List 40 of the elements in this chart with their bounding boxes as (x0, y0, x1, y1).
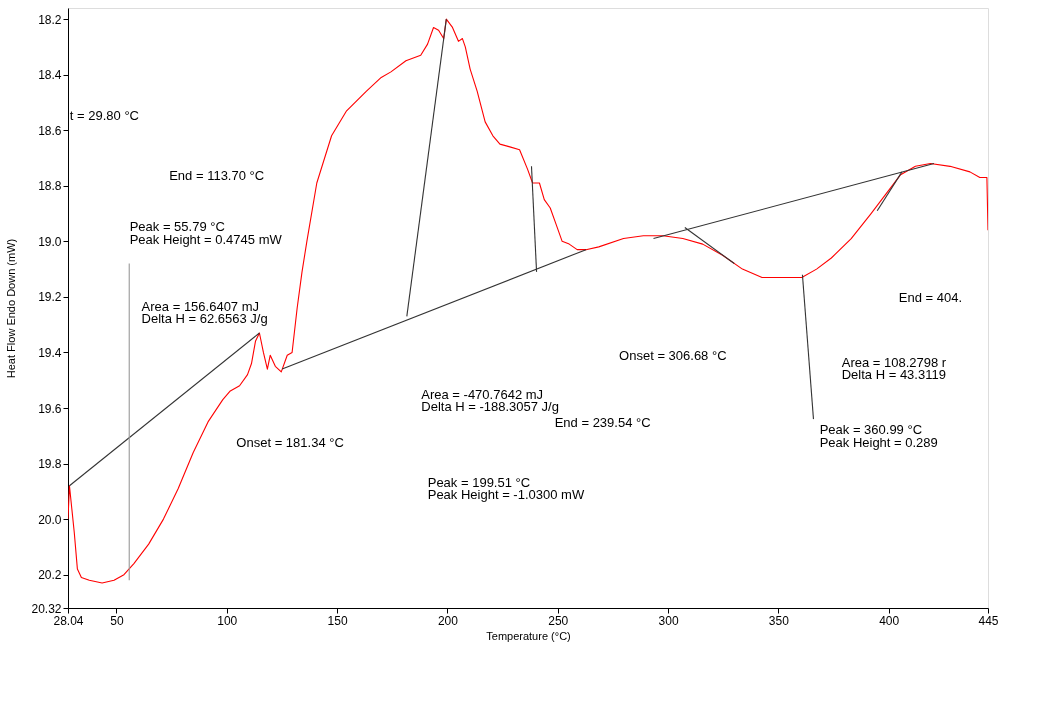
y-tick-label: 20.2 (38, 568, 62, 583)
x-tick-label: 250 (548, 613, 569, 628)
annotation: Onset = 181.34 °C (236, 435, 344, 450)
annotation: Peak Height = 0.4745 mW (129, 231, 283, 247)
annotation: End = 404. (898, 290, 963, 306)
x-tick-label: 100 (217, 613, 238, 628)
x-tick-label: 28.04 (53, 613, 84, 628)
y-tick-label: 19.8 (38, 457, 62, 472)
x-tick-label: 445 (978, 613, 999, 628)
x-tick-label: 300 (658, 613, 679, 628)
annotation: Onset = 306.68 °C (619, 348, 727, 363)
y-tick-label: 18.2 (38, 12, 62, 27)
x-tick-label: 350 (768, 613, 790, 628)
annotation: Delta H = -188.3057 J/g (421, 399, 559, 414)
y-tick-label: 19.2 (38, 290, 62, 305)
annotation: End = 239.54 °C (554, 415, 651, 431)
x-tick-label: 200 (437, 613, 459, 628)
annotation: t = 29.80 °C (69, 108, 140, 123)
x-tick-label: 400 (879, 613, 900, 628)
x-tick-label: 50 (110, 613, 124, 628)
y-tick-label: 18.4 (38, 68, 62, 83)
y-tick-label: 18.6 (38, 123, 62, 138)
annotation: Area = 156.6407 mJ (141, 298, 260, 314)
annotation: Peak = 360.99 °C (819, 422, 923, 438)
y-axis-title: Heat Flow Endo Down (mW) (5, 238, 18, 379)
annotation: Peak Height = 0.289 (819, 435, 938, 450)
x-tick-label: 150 (327, 613, 348, 628)
annotation: Area = -470.7642 mJ (421, 387, 544, 402)
y-tick-label: 20.32 (31, 601, 62, 616)
annotation: End = 113.70 °C (169, 168, 265, 183)
y-tick-label: 20.0 (38, 512, 62, 527)
annotation: Peak = 55.79 °C (129, 219, 225, 234)
y-tick-label: 19.6 (38, 401, 62, 416)
y-tick-label: 19.0 (38, 234, 62, 249)
x-axis-title: Temperature (°C) (486, 629, 571, 642)
annotation: Peak = 199.51 °C (427, 474, 531, 490)
annotation: Delta H = 62.6563 J/g (141, 311, 268, 327)
y-tick-label: 18.8 (38, 179, 62, 194)
y-tick-label: 19.4 (38, 345, 62, 360)
annotation: Peak Height = -1.0300 mW (427, 487, 585, 503)
